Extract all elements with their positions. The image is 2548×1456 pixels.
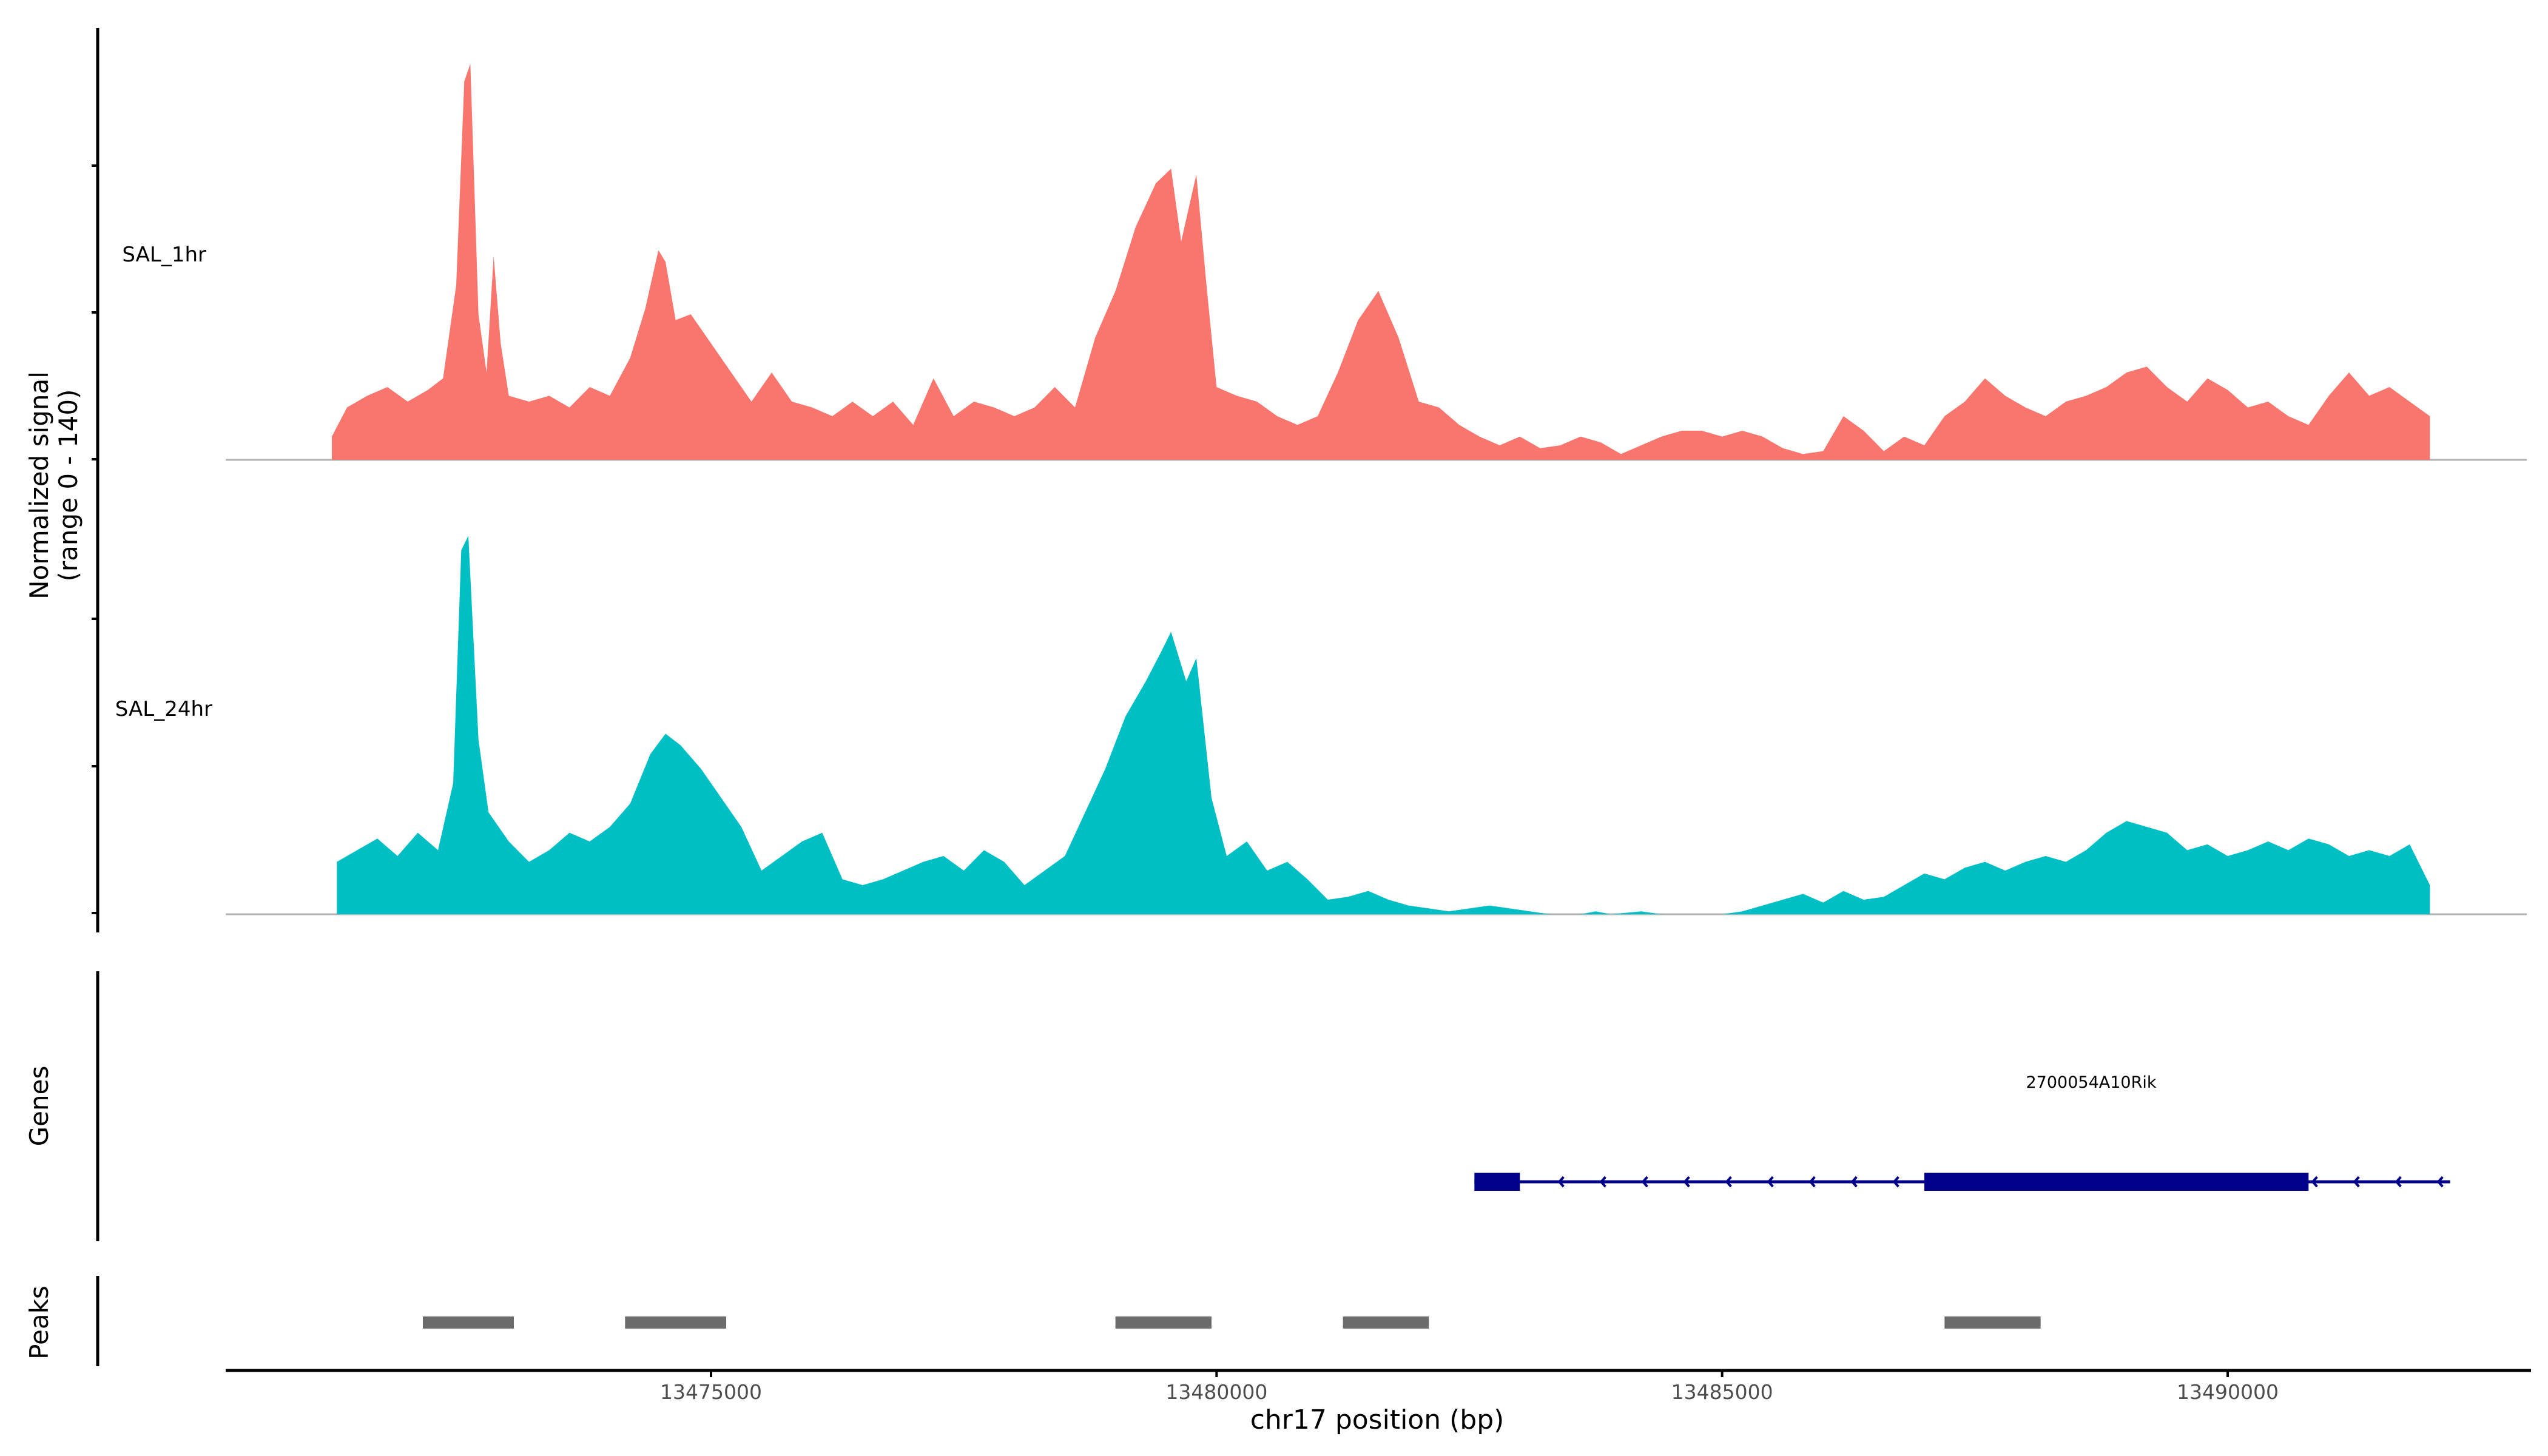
peak-region (1343, 1316, 1429, 1329)
gene-exon (1474, 1173, 1520, 1191)
peak-region (423, 1316, 514, 1329)
gene-strand-arrows (1557, 1176, 2444, 1188)
strand-arrow (1683, 1176, 1690, 1188)
strand-arrow (2395, 1176, 2402, 1188)
gene-model-2700054a10rik: 2700054A10Rik (1474, 1073, 2450, 1191)
strand-arrow (1557, 1176, 1565, 1188)
x-tick-label: 13475000 (660, 1380, 762, 1404)
strand-arrow (1850, 1176, 1858, 1188)
track-label-sal-24hr: SAL_24hr (115, 697, 212, 721)
peak-region (1944, 1316, 2041, 1329)
x-tick-label: 13480000 (1165, 1380, 1267, 1404)
peak-region (625, 1316, 726, 1329)
gene-exon (1924, 1173, 2309, 1191)
gene-name-label: 2700054A10Rik (2026, 1073, 2157, 1092)
strand-arrow (2311, 1176, 2318, 1188)
peak-region (1115, 1316, 1212, 1329)
strand-arrow (2353, 1176, 2360, 1188)
strand-arrow (1767, 1176, 1774, 1188)
strand-arrow (1808, 1176, 1816, 1188)
strand-arrow (2436, 1176, 2444, 1188)
genes-panel-title: Genes (24, 1066, 54, 1147)
coverage-area-sal-1hr (332, 64, 2430, 460)
track-label-sal-1hr: SAL_1hr (122, 243, 206, 267)
strand-arrow (1725, 1176, 1732, 1188)
coverage-y-axis-title: Normalized signal (24, 371, 54, 599)
strand-arrow (1641, 1176, 1648, 1188)
x-axis-title: chr17 position (bp) (1250, 1404, 1505, 1435)
coverage-y-axis-title-range: (range 0 - 140) (53, 389, 83, 582)
coverage-area-sal-24hr (337, 536, 2430, 914)
strand-arrow (1892, 1176, 1899, 1188)
coverage-y-ticks (92, 164, 98, 914)
x-tick-label: 13490000 (2177, 1380, 2279, 1404)
strand-arrow (1599, 1176, 1606, 1188)
x-tick-label: 13485000 (1671, 1380, 1773, 1404)
peaks-panel-title: Peaks (24, 1286, 54, 1360)
